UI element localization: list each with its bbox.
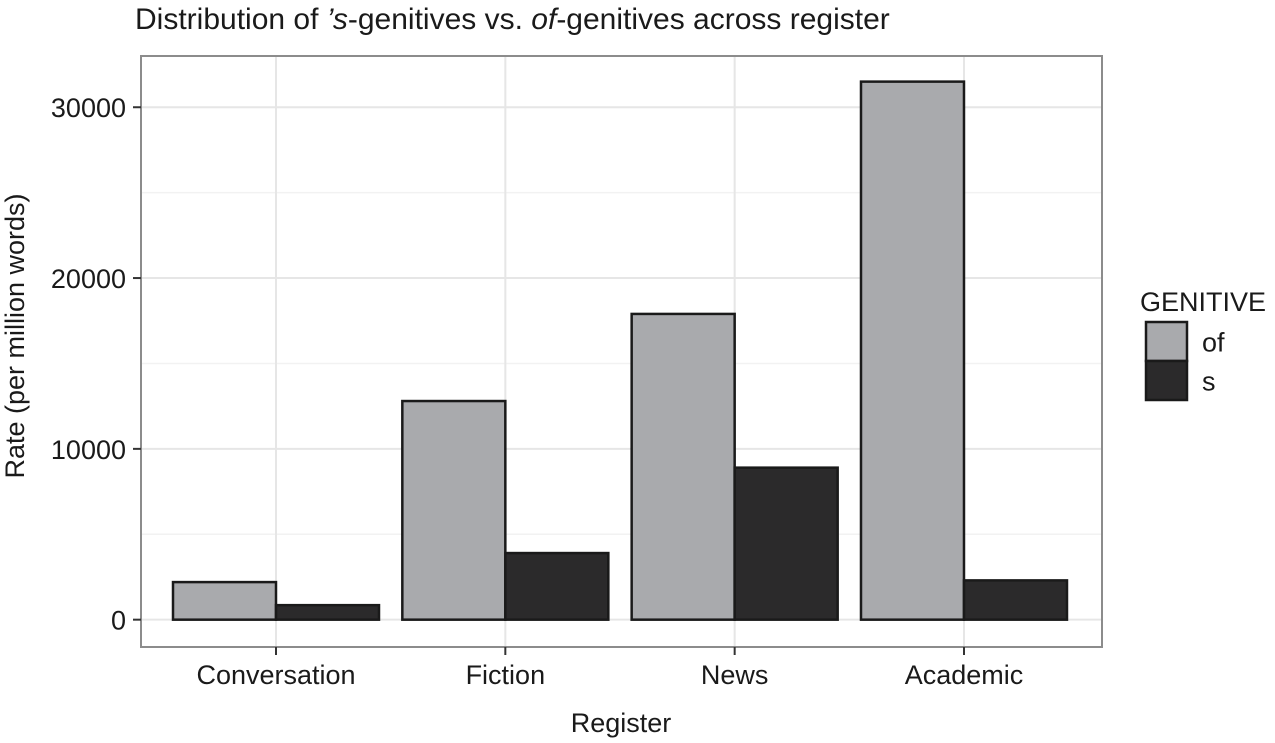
x-tick-label: Academic: [905, 660, 1024, 690]
y-tick-label: 20000: [51, 264, 126, 294]
x-axis-title: Register: [571, 708, 672, 738]
legend: GENITIVE of s: [1140, 287, 1266, 402]
bar-of-fiction: [401, 399, 507, 621]
bar-of-conversation: [171, 580, 278, 621]
chart-title-part: ’s: [327, 3, 348, 36]
bar-s-conversation: [274, 603, 381, 621]
chart-title: Distribution of ’s-genitives vs. of-geni…: [135, 3, 890, 36]
x-tick-label: Conversation: [196, 660, 355, 690]
y-tick-label: 30000: [51, 93, 126, 123]
legend-title: GENITIVE: [1140, 287, 1266, 317]
bar-s-fiction: [504, 551, 610, 621]
legend-key-of: [1144, 320, 1189, 363]
chart-title-part: of: [531, 3, 559, 36]
bar-of-academic: [859, 80, 966, 621]
chart-title-part: -genitives vs.: [348, 3, 531, 36]
plot-panel-border: [140, 55, 1103, 648]
legend-label-s: s: [1202, 367, 1216, 397]
legend-key-s: [1144, 359, 1189, 402]
chart-title-part: -genitives across register: [556, 3, 889, 36]
y-axis-title: Rate (per million words): [0, 193, 30, 478]
x-tick-label: Fiction: [466, 660, 546, 690]
bar-of-news: [630, 312, 736, 621]
legend-label-of: of: [1202, 328, 1225, 358]
bar-s-news: [733, 466, 839, 621]
chart-title-part: Distribution of: [135, 3, 327, 36]
axis-layer: 0 10000 20000 30000 Conversation Fiction News A…: [51, 93, 1023, 690]
y-tick-label: 10000: [51, 435, 126, 465]
bars-layer: [171, 80, 1069, 621]
bar-s-academic: [962, 579, 1069, 621]
y-tick-label: 0: [111, 606, 126, 636]
x-tick-label: News: [701, 660, 769, 690]
